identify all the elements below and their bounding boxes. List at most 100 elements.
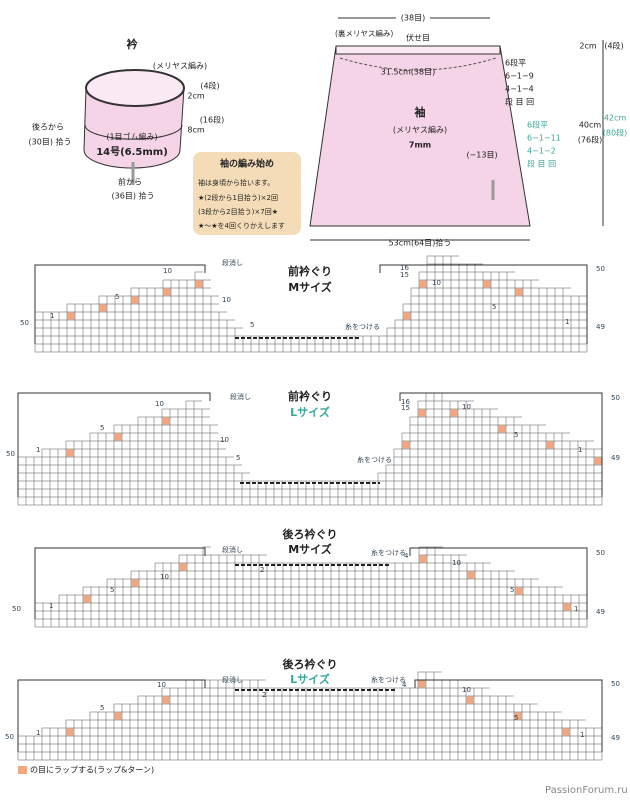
label: (メリヤス編み) [153, 61, 207, 71]
wrap-cell [66, 728, 74, 736]
row-label: 5 [250, 321, 254, 329]
label: 伏せ目 [406, 33, 430, 43]
row-label: 16 [400, 264, 409, 272]
row-label: 10 [432, 279, 441, 287]
wrap-cell [66, 449, 74, 457]
row-label: 4 [402, 681, 407, 689]
label: 14号(6.5mm) [96, 146, 168, 158]
box [193, 152, 301, 235]
row-label: 糸をつける [357, 455, 392, 464]
label: 7mm [409, 141, 431, 150]
row-label: 1 [36, 729, 40, 737]
row-label: 16 [401, 398, 410, 406]
wrap-cell [131, 579, 139, 587]
row-label: 50 [611, 680, 620, 688]
row-label: 1 [49, 602, 53, 610]
decrease: 6−1−11 [527, 134, 561, 143]
outline [17, 392, 211, 497]
row-label: 5 [510, 586, 514, 594]
row-label: 1 [574, 605, 578, 613]
decrease: 6−1−9 [505, 72, 534, 81]
chart-title: 前衿ぐり [288, 264, 332, 278]
outline [399, 392, 603, 497]
row-label: 10 [462, 686, 471, 694]
row-label: 10 [462, 403, 471, 411]
row-label: 50 [20, 319, 29, 327]
row-label: 5 [236, 454, 240, 462]
decrease: 6段平 [505, 58, 526, 68]
outline [414, 679, 603, 752]
collar-diagram: 衿 (メリヤス編み) 2cm (4段) 8cm (16段) 後ろから (30目)… [29, 37, 225, 201]
label: (裏メリヤス編み) [335, 28, 393, 38]
row-label: 5 [514, 431, 518, 439]
label: (30目) 拾う [29, 137, 72, 147]
wrap-cell [402, 441, 410, 449]
label: (4段) [200, 81, 219, 91]
decrease: 4−1−4 [505, 85, 534, 94]
row-label: 糸をつける [345, 322, 380, 331]
label: 前から [118, 177, 142, 187]
label: 後ろから [32, 122, 64, 132]
row-label: 50 [12, 605, 21, 613]
row-label: 10 [222, 296, 231, 304]
row-label: 10 [155, 400, 164, 408]
row-label: 5 [514, 714, 518, 722]
chart-size: Lサイズ [290, 672, 330, 686]
row-label: 4 [404, 552, 409, 560]
label: (メリヤス編み) [393, 125, 447, 135]
wrap-cell [450, 409, 458, 417]
chart-size: Mサイズ [288, 542, 332, 556]
label: 40cm [579, 121, 602, 130]
row-label: 1 [36, 446, 40, 454]
wrap-cell [114, 433, 122, 441]
row-label: 49 [611, 454, 620, 462]
label: (80段) [603, 128, 627, 138]
sleeve-title: 袖 [415, 105, 426, 119]
chart-size: Mサイズ [288, 280, 332, 294]
row-label: 10 [452, 559, 461, 567]
chart-title: 後ろ衿ぐり [283, 657, 338, 671]
row-label: 糸をつける [371, 548, 406, 557]
row-label: 2 [260, 566, 264, 574]
decrease: 6段平 [527, 120, 548, 130]
wrap-cell [515, 288, 523, 296]
label: 2cm [187, 92, 204, 101]
outline [379, 264, 588, 344]
row-label: 49 [596, 608, 605, 616]
row-label: 10 [163, 267, 172, 275]
note-line: (3段から2目拾う)×7回★ [198, 207, 278, 216]
row-label: 糸をつける [371, 675, 406, 684]
collar-rib-line [84, 124, 183, 140]
legend-swatch [18, 766, 27, 774]
collar-title: 衿 [127, 37, 138, 51]
row-label: 10 [160, 573, 169, 581]
wrap-cell [179, 563, 187, 571]
row-label: 10 [220, 436, 229, 444]
row-label: 50 [596, 265, 605, 273]
wrap-cell [162, 417, 170, 425]
row-label: 5 [492, 303, 496, 311]
row-label: 段消し [222, 675, 243, 684]
wrap-cell [563, 603, 571, 611]
note-box: 袖の編み始め 袖は身頃から拾います。 ★(2段から1目拾う)×2回 (3段から2… [193, 152, 301, 235]
wrap-cell [515, 587, 523, 595]
label: 42cm [604, 114, 627, 123]
row-label: 1 [565, 318, 569, 326]
row-label: 10 [157, 681, 166, 689]
label: (−13目) [466, 151, 497, 160]
decrease: 段 目 回 [505, 97, 534, 107]
label: (4段) [604, 41, 623, 51]
bg [396, 12, 430, 24]
note-title: 袖の編み始め [219, 158, 274, 170]
wrap-cell [467, 571, 475, 579]
collar-body [83, 87, 185, 169]
row-label: 50 [5, 733, 14, 741]
row-label: 5 [100, 704, 104, 712]
row-label: 段消し [230, 392, 251, 401]
note-line: 袖は身頃から拾います。 [198, 178, 274, 187]
decrease: 段 目 回 [527, 159, 556, 169]
row-label: 50 [6, 450, 15, 458]
label: 2cm [579, 42, 596, 51]
wrap-cell [594, 457, 602, 465]
